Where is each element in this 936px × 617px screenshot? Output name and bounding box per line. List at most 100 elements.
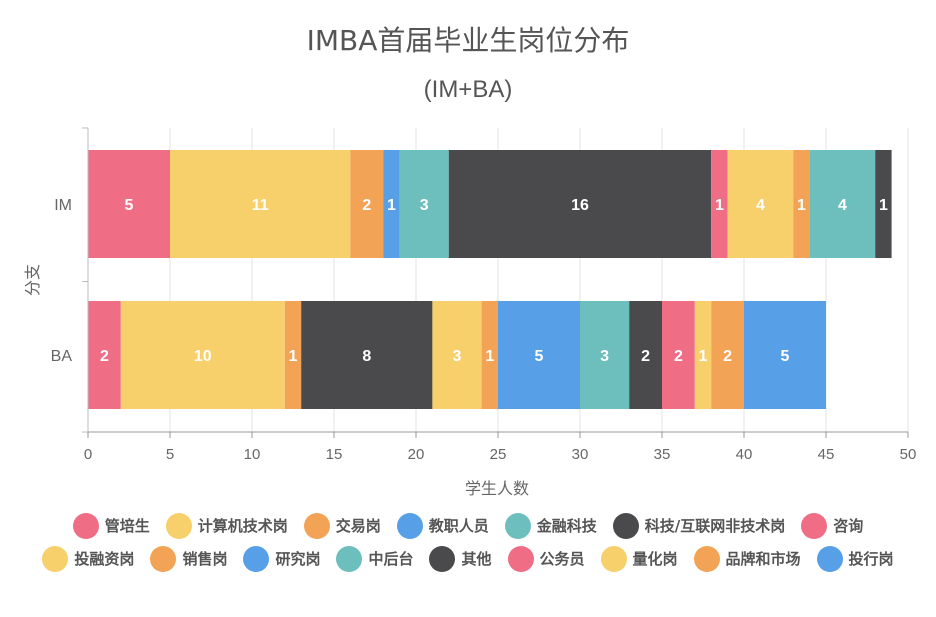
x-tick-label: 30	[572, 446, 589, 463]
legend-item[interactable]: 公务员	[507, 545, 585, 572]
legend-marker	[612, 512, 639, 539]
x-tick-label: 40	[736, 446, 753, 463]
legend-label: 计算机技术岗	[197, 517, 288, 535]
legend-marker	[150, 545, 177, 572]
bar-segment	[88, 301, 121, 409]
bar-segment	[629, 301, 662, 409]
legend-item[interactable]: 交易岗	[303, 512, 381, 539]
legend-item[interactable]: 投融资岗	[42, 545, 134, 572]
data-label: 3	[420, 197, 429, 214]
legend-marker	[600, 545, 627, 572]
x-tick-label: 15	[326, 446, 343, 463]
legend-label: 管培生	[104, 517, 150, 535]
legend-label: 投融资岗	[74, 550, 135, 568]
data-label: 2	[362, 197, 371, 214]
data-label: 2	[723, 348, 732, 365]
legend-label: 投行岗	[848, 550, 894, 568]
data-label: 16	[571, 197, 589, 214]
data-label: 5	[535, 348, 544, 365]
legend-item[interactable]: 计算机技术岗	[165, 512, 288, 539]
legend-item[interactable]: 品牌和市场	[693, 545, 801, 572]
data-label: 5	[125, 197, 134, 214]
legend-marker	[42, 545, 69, 572]
chart-legend: 管培生 计算机技术岗 交易岗 教职人员 金融科技 科技/互联网非技术岗 咨询投融资岗 销售岗 研…	[20, 512, 916, 572]
legend-marker	[336, 545, 363, 572]
legend-label: 销售岗	[182, 550, 228, 568]
data-label: 4	[756, 197, 765, 214]
legend-item[interactable]: 量化岗	[600, 545, 678, 572]
legend-label: 咨询	[833, 517, 864, 535]
bar-segment	[809, 150, 876, 258]
chart-subtitle: (IM+BA)	[424, 76, 513, 103]
legend-item[interactable]: 咨询	[801, 512, 863, 539]
x-tick-label: 45	[818, 446, 835, 463]
legend-marker	[693, 545, 720, 572]
legend-item[interactable]: 教职人员	[396, 512, 489, 539]
data-label: 1	[289, 348, 298, 365]
bar-segment	[711, 301, 744, 409]
legend-item[interactable]: 中后台	[336, 545, 413, 572]
legend-label: 金融科技	[536, 517, 597, 535]
bar-segment	[498, 301, 580, 409]
bar-segment	[744, 301, 826, 409]
data-label: 1	[387, 197, 396, 214]
legend-label: 其他	[461, 550, 492, 568]
bar-segment	[793, 150, 810, 258]
bar-segment	[727, 150, 794, 258]
legend-label: 公务员	[539, 550, 585, 568]
legend-marker	[504, 512, 531, 539]
bar-segment	[383, 150, 400, 258]
legend-label: 量化岗	[632, 550, 678, 568]
bar-segment	[694, 301, 712, 409]
legend-marker	[72, 512, 99, 539]
data-label: 10	[194, 348, 212, 365]
bar-segment	[350, 150, 384, 258]
legend-marker	[165, 512, 192, 539]
x-tick-label: 20	[408, 446, 425, 463]
legend-marker	[396, 512, 423, 539]
data-label: 2	[641, 348, 650, 365]
legend-label: 研究岗	[275, 550, 321, 568]
bar-segment	[875, 150, 892, 258]
x-tick-label: 35	[654, 446, 671, 463]
legend-item[interactable]: 销售岗	[150, 545, 227, 572]
legend-label: 品牌和市场	[725, 550, 801, 568]
legend-item[interactable]: 投行岗	[816, 545, 894, 572]
data-label: 2	[100, 348, 109, 365]
legend-label: 交易岗	[335, 517, 381, 535]
bar-stacks: 5 11 2 1 3 16 1 4 1 4 12 10 1 8 3 1 5 3 2 2 1 2 5	[88, 150, 892, 409]
legend-marker	[507, 545, 534, 572]
data-label: 3	[453, 348, 462, 365]
data-label: 2	[674, 348, 683, 365]
x-axis-title: 学生人数	[465, 479, 529, 498]
legend-marker	[429, 545, 456, 572]
data-label: 4	[838, 197, 847, 214]
legend-item[interactable]: 金融科技	[504, 512, 597, 539]
legend-marker	[303, 512, 330, 539]
chart-title: IMBA首届毕业生岗位分布	[307, 24, 630, 57]
legend-item[interactable]: 管培生	[72, 512, 150, 539]
bar-segment	[120, 301, 285, 409]
legend-label: 中后台	[368, 550, 414, 568]
bar-segment	[711, 150, 728, 258]
bar-segment	[662, 301, 695, 409]
data-label: 1	[797, 197, 806, 214]
y-tick-label: IM	[54, 197, 72, 214]
legend-item[interactable]: 科技/互联网非技术岗	[612, 512, 786, 539]
legend-item[interactable]: 其他	[429, 545, 492, 572]
bar-segment	[170, 150, 351, 258]
legend-item[interactable]: 研究岗	[243, 545, 320, 572]
bar-segment	[301, 301, 433, 409]
data-label: 8	[362, 348, 371, 365]
data-label: 3	[600, 348, 609, 365]
x-tick-label: 0	[84, 446, 92, 463]
bar-segment	[481, 301, 498, 409]
legend-marker	[816, 545, 843, 572]
legend-marker	[243, 545, 270, 572]
legend-marker	[801, 512, 828, 539]
data-label: 1	[715, 197, 724, 214]
y-tick-label: BA	[51, 348, 73, 365]
data-label: 5	[781, 348, 790, 365]
legend-label: 科技/互联网非技术岗	[644, 517, 786, 535]
